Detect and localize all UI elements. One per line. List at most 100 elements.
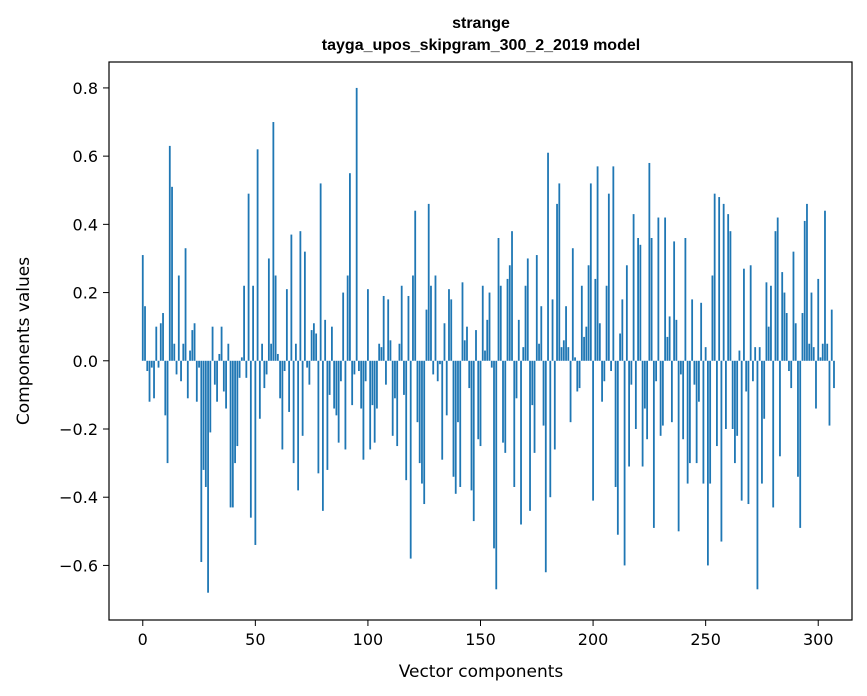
x-tick-label: 0: [138, 630, 148, 649]
bar-223: [643, 360, 646, 409]
bar-59: [274, 275, 277, 361]
bar-15: [175, 360, 178, 375]
bar-17: [180, 360, 182, 382]
y-tick-label: −0.2: [59, 420, 98, 439]
bar-20: [186, 360, 189, 399]
bar-110: [389, 340, 392, 361]
bar-32: [213, 360, 216, 385]
bar-221: [639, 244, 642, 361]
bar-224: [646, 360, 649, 440]
bar-50: [254, 360, 257, 545]
bar-195: [580, 285, 583, 361]
bar-264: [736, 360, 739, 436]
bar-160: [502, 360, 504, 443]
bar-114: [398, 343, 401, 361]
bar-49: [252, 285, 254, 361]
bar-29: [207, 360, 209, 593]
bar-265: [738, 350, 741, 361]
bar-271: [752, 360, 754, 382]
x-tick-label: 300: [803, 630, 834, 649]
bar-24: [195, 360, 198, 402]
bar-2: [146, 360, 149, 372]
bar-173: [531, 360, 534, 406]
bar-266: [740, 360, 743, 501]
bar-30: [209, 360, 212, 433]
bar-19: [184, 248, 187, 361]
bar-192: [574, 357, 576, 361]
bar-295: [806, 203, 808, 361]
bar-189: [567, 347, 570, 361]
bar-208: [610, 360, 612, 372]
bar-296: [808, 343, 811, 361]
bar-231: [661, 360, 664, 426]
bar-203: [598, 323, 601, 361]
bar-220: [637, 238, 640, 361]
bar-113: [396, 360, 399, 447]
bar-58: [272, 122, 275, 361]
bar-102: [371, 360, 374, 406]
chart-title: strange: [452, 15, 510, 32]
bar-276: [763, 360, 766, 419]
bar-235: [670, 360, 673, 423]
bar-304: [826, 343, 829, 361]
bar-290: [794, 323, 797, 361]
bar-248: [700, 302, 703, 361]
bar-261: [729, 231, 732, 361]
bar-26: [200, 360, 203, 563]
bar-259: [725, 360, 727, 429]
bar-40: [231, 360, 234, 508]
bar-157: [495, 360, 498, 590]
bar-144: [466, 326, 468, 361]
bar-184: [556, 203, 558, 361]
bar-75: [310, 330, 313, 361]
bar-99: [364, 360, 367, 382]
bar-series: [141, 87, 835, 593]
bar-132: [439, 360, 441, 365]
bar-289: [792, 251, 795, 361]
bar-187: [562, 340, 565, 361]
bar-230: [659, 360, 662, 436]
bar-6: [155, 326, 158, 361]
bar-130: [434, 275, 437, 361]
bar-96: [358, 360, 360, 372]
bar-183: [553, 360, 556, 450]
bar-3: [148, 360, 151, 402]
bar-222: [641, 360, 644, 467]
bar-283: [779, 360, 781, 457]
bar-16: [177, 275, 180, 361]
bar-111: [391, 360, 394, 436]
bar-175: [535, 255, 538, 361]
bar-107: [382, 295, 385, 361]
bar-303: [824, 210, 826, 361]
bar-141: [459, 360, 462, 487]
bar-242: [686, 360, 689, 484]
bar-233: [666, 336, 669, 361]
bar-69: [297, 360, 300, 491]
bar-48: [249, 360, 252, 518]
bar-245: [693, 360, 696, 385]
bar-178: [542, 360, 545, 426]
bar-46: [245, 360, 248, 378]
bar-34: [218, 353, 221, 361]
bar-147: [472, 360, 475, 522]
bar-177: [540, 306, 543, 361]
bar-164: [511, 231, 513, 361]
bar-285: [783, 292, 786, 361]
bar-162: [506, 278, 509, 361]
bar-202: [596, 166, 599, 361]
bar-126: [425, 309, 428, 361]
bar-57: [270, 343, 273, 361]
bar-199: [589, 183, 592, 361]
bar-143: [463, 340, 466, 361]
bar-138: [452, 360, 455, 477]
bar-201: [594, 278, 597, 361]
bar-207: [607, 193, 610, 361]
bar-212: [619, 333, 621, 361]
bar-54: [263, 360, 266, 389]
x-tick-label: 200: [578, 630, 609, 649]
bar-305: [828, 360, 831, 426]
bar-294: [803, 220, 806, 361]
bar-78: [317, 360, 320, 474]
bar-135: [445, 360, 448, 416]
